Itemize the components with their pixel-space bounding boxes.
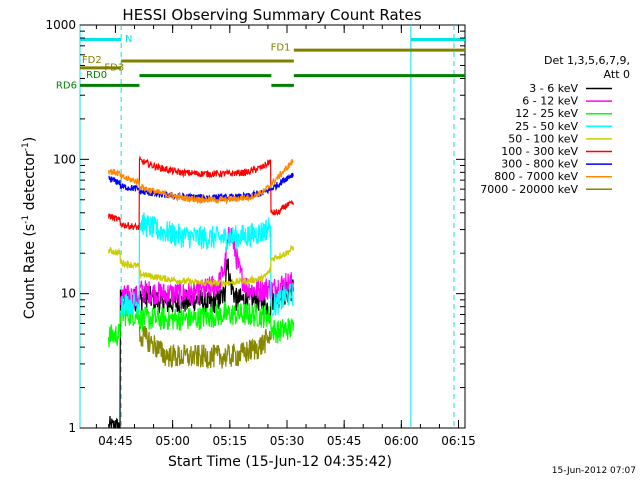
legend-label-7: 800 - 7000 keV [494, 170, 578, 183]
y-tick-label-1: 10 [61, 287, 76, 301]
time-markers [79, 25, 455, 428]
timestamp: 15-Jun-2012 07:07 [551, 466, 636, 476]
legend-title: Det 1,3,5,6,7,9, [544, 54, 630, 67]
y-label-mid: detector [22, 151, 38, 215]
series-1 [119, 226, 295, 309]
data-series [108, 155, 295, 429]
y-label-end: ) [22, 137, 38, 142]
series-4 [108, 244, 295, 288]
series-2 [108, 300, 295, 348]
y-tick-label-2: 100 [53, 152, 76, 166]
legend-subtitle: Att 0 [604, 68, 630, 81]
axis-ticks: 04:45 05:00 05:15 05:30 05:45 06:00 06:15 1 10 10… [45, 18, 475, 448]
bar-label-fd3: FD3 [104, 63, 124, 74]
bar-label-n: N [125, 34, 132, 45]
y-tick-label-3: 1000 [45, 18, 76, 32]
x-tick-label-4: 05:45 [327, 434, 362, 448]
x-tick-label-1: 05:00 [155, 434, 190, 448]
y-label-main: Count Rate (s [22, 224, 38, 319]
x-tick-label-2: 05:15 [213, 434, 248, 448]
bar-label-fd2: FD2 [82, 55, 102, 66]
series-7 [108, 158, 294, 205]
legend-label-6: 300 - 800 keV [501, 158, 578, 171]
bar-label-rd6: RD6 [56, 81, 77, 92]
x-tick-label-3: 05:30 [270, 434, 305, 448]
series-3 [119, 212, 295, 317]
y-label-sup2: -1 [21, 142, 31, 151]
legend-label-5: 100 - 300 keV [501, 145, 578, 158]
bar-label-fd1: FD1 [271, 43, 291, 54]
series-8 [138, 325, 272, 369]
legend-label-1: 6 - 12 keV [522, 95, 578, 108]
x-tick-label-6: 06:15 [441, 434, 476, 448]
chart-title: HESSI Observing Summary Count Rates [122, 6, 421, 24]
legend-label-2: 12 - 25 keV [515, 107, 578, 120]
bar-label-rd0: RD0 [86, 70, 107, 81]
series-5 [108, 155, 295, 231]
x-tick-label-0: 04:45 [98, 434, 133, 448]
y-label-sup1: -1 [21, 215, 31, 224]
y-axis-label: Count Rate (s-1 detector-1) [21, 137, 38, 319]
x-tick-label-5: 06:00 [384, 434, 419, 448]
x-axis-label: Start Time (15-Jun-12 04:35:42) [168, 454, 392, 470]
legend-label-3: 25 - 50 keV [515, 120, 578, 133]
legend-label-4: 50 - 100 keV [508, 132, 578, 145]
series-6 [108, 172, 295, 203]
y-tick-label-0: 1 [68, 421, 76, 435]
legend-label-8: 7000 - 20000 keV [480, 183, 578, 196]
legend-label-0: 3 - 6 keV [529, 82, 578, 95]
